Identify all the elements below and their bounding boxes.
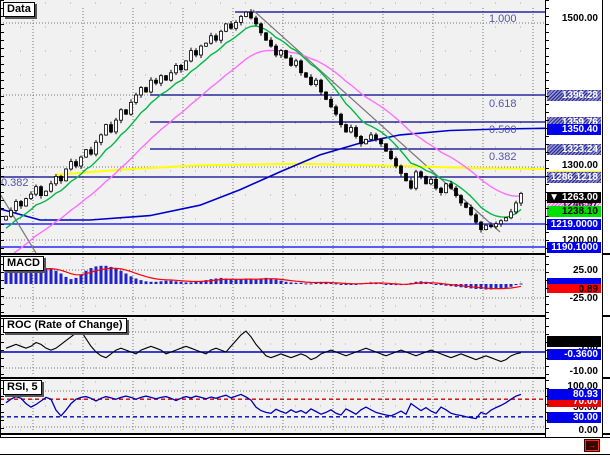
x-axis: Июл 92330Авг 62027Сен 31724Окт 1152229Но… (0, 437, 610, 454)
price-flag: 1359.76 (547, 117, 601, 128)
rsi-flag: 50.00 (547, 402, 601, 413)
macd-left-ticks (1, 256, 4, 315)
macd-flag: -25.00 (547, 293, 601, 304)
price-chart-area[interactable] (0, 0, 546, 253)
roc-flag: -0.3600 (547, 349, 601, 360)
divider-main-macd (0, 253, 610, 255)
fib-level-label: 0.382 (489, 151, 517, 163)
macd-flag (547, 278, 601, 289)
arrow-right-icon: → (585, 440, 599, 451)
value-scale: 1500.00 1396.28 1359.76 1350.40 1323.24 1300.… (546, 0, 602, 437)
macd-flag: 25.00 (547, 265, 601, 276)
price-flag: 1500.00 (547, 13, 601, 24)
price-scale-ticks (546, 0, 549, 253)
roc-scale-ticks (546, 318, 549, 377)
rsi-flag: 0.00 (547, 425, 601, 436)
fib-level-label: 0.500 (489, 124, 517, 136)
price-flag: 1323.24 (547, 144, 601, 155)
price-flag: ▼ 1263.00 (547, 192, 601, 203)
rsi-chart-svg (0, 381, 545, 431)
rsi-flag: 80.93 (547, 389, 601, 400)
divider-roc-rsi (0, 377, 610, 379)
price-flag: 1396.28 (547, 90, 601, 101)
price-flag: 1300.00 (547, 160, 601, 171)
rsi-flag: 30.00 (547, 412, 601, 423)
panel-title-macd[interactable]: MACD (3, 256, 44, 271)
rsi-flag: 70.00 (547, 396, 601, 407)
fib-level-label: 0.382 (1, 177, 29, 189)
price-left-ticks (1, 0, 4, 253)
fib-level-label: 1.000 (489, 13, 517, 25)
price-flag: 1246.97 (547, 199, 601, 210)
price-chart-svg (0, 8, 546, 253)
scroll-right-button[interactable]: → (584, 439, 600, 452)
divider-macd-roc (0, 315, 610, 317)
price-flag: 1238.10 (547, 206, 601, 217)
macd-scale-ticks (546, 256, 549, 315)
rsi-chart-area[interactable] (0, 379, 546, 433)
fib-level-label: 0.618 (489, 98, 517, 110)
rsi-flag: 100.00 (547, 381, 601, 392)
scale-divider (545, 0, 546, 437)
rsi-scale-ticks (546, 380, 549, 433)
left-border (0, 0, 1, 455)
panel-title-rsi[interactable]: RSI, 5 (3, 380, 42, 395)
roc-flag: 5.00 (547, 342, 601, 353)
panel-title-roc[interactable]: ROC (Rate of Change) (3, 318, 127, 333)
price-flag: 1219.0000 (547, 219, 601, 230)
price-flag: 1200.00 (547, 235, 601, 246)
price-flag: 1350.40 (547, 124, 601, 135)
roc-flag (547, 336, 601, 347)
price-flag: 1286.1218 (547, 172, 601, 183)
divider-rsi-axis (0, 433, 610, 435)
macd-chart-svg (0, 257, 545, 313)
bottom-border (0, 453, 610, 455)
right-border (602, 0, 603, 455)
rsi-left-ticks (1, 380, 4, 433)
panel-title-data[interactable]: Data (3, 2, 35, 17)
price-flag: 1190.1000 (547, 242, 601, 253)
roc-left-ticks (1, 318, 4, 377)
roc-flag: -10.00 (547, 366, 601, 377)
macd-flag: 0.89 (547, 284, 601, 295)
